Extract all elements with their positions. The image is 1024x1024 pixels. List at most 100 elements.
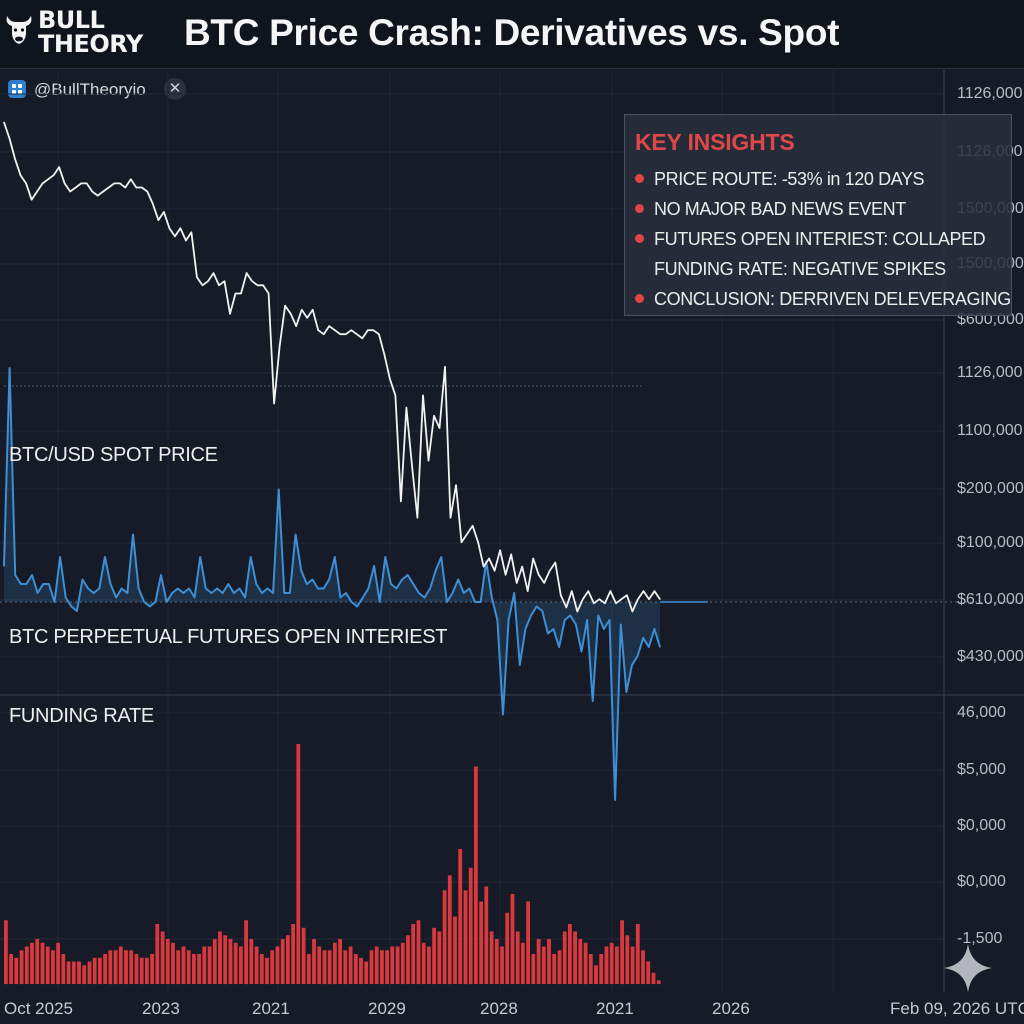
spot-price-point: [251, 280, 253, 282]
spot-price-series: [3, 121, 661, 613]
spot-price-point: [130, 178, 132, 180]
open-interest-point: [524, 628, 527, 630]
x-tick-label: 2026: [712, 999, 750, 1018]
spot-price-point: [582, 598, 584, 600]
insight-item: FUTURES OPEN INTERIEST: COLLAPED: [635, 229, 986, 250]
spot-price-point: [521, 566, 523, 568]
open-interest-point: [311, 578, 313, 581]
open-interest-point: [423, 596, 426, 599]
spot-price-point: [257, 284, 259, 286]
funding-rate-bar: [218, 931, 222, 984]
funding-rate-bar: [380, 950, 384, 985]
open-interest-point: [345, 592, 347, 594]
open-interest-point: [138, 587, 140, 590]
spot-price-point: [91, 190, 93, 193]
funding-rate-bar: [547, 939, 551, 984]
funding-rate-bar: [254, 946, 259, 984]
open-interest-point: [351, 601, 353, 603]
spot-price-point: [196, 276, 198, 278]
open-interest-point: [76, 610, 78, 612]
spot-price-point: [609, 590, 612, 592]
spot-price-point: [168, 227, 170, 229]
open-interest-point: [323, 587, 325, 590]
funding-rate-bar: [447, 875, 452, 985]
open-interest-point: [244, 596, 246, 599]
bull-theory-logo: BULL THEORY: [4, 6, 154, 60]
bull-head-icon: [6, 16, 32, 44]
spot-price-point: [532, 557, 534, 560]
open-interest-point: [440, 556, 442, 558]
y-tick-label: $5,000: [957, 761, 1006, 778]
spot-price-point: [14, 158, 16, 160]
open-interest-point: [306, 583, 308, 585]
open-interest-point: [446, 601, 448, 603]
funding-rate-bar: [134, 954, 139, 984]
spot-price-point: [345, 333, 347, 335]
funding-rate-bar: [557, 950, 562, 985]
open-interest-point: [564, 619, 566, 621]
insight-text: FUNDING RATE: NEGATIVE SPIKES: [654, 259, 946, 279]
spot-price-point: [449, 517, 452, 519]
spot-price-point: [240, 292, 242, 295]
spot-price-point: [477, 541, 479, 543]
funding-rate-bar: [118, 946, 123, 984]
spot-price-point: [108, 186, 110, 189]
spot-price-point: [174, 235, 176, 237]
spot-price-point: [367, 329, 369, 331]
open-interest-point: [474, 601, 476, 603]
spot-price-point: [42, 182, 44, 184]
funding-rate-bar: [620, 920, 624, 985]
open-interest-point: [182, 592, 184, 594]
funding-rate-bar: [615, 946, 619, 984]
funding-rate-bar: [77, 961, 81, 984]
funding-rate-bar: [56, 942, 60, 985]
funding-rate-bar: [625, 935, 630, 985]
insight-text: CONCLUSION: DERRIVEN DELEVERAGING: [654, 289, 1011, 309]
open-interest-point: [59, 556, 61, 558]
open-interest-point: [300, 569, 302, 572]
funding-rate-bar: [531, 954, 536, 984]
spot-price-point: [510, 553, 512, 556]
spot-price-point: [505, 574, 507, 576]
open-interest-point: [115, 596, 117, 599]
y-tick-label: $0,000: [957, 817, 1006, 834]
spot-price-point: [483, 566, 485, 568]
open-interest-point: [586, 619, 588, 621]
funding-rate-bar: [176, 950, 181, 985]
funding-rate-bar: [14, 957, 19, 985]
funding-rate-bar: [635, 924, 640, 984]
spot-price-point: [64, 182, 66, 184]
spot-price-point: [179, 227, 181, 229]
spot-price-point: [427, 460, 430, 462]
spot-price-point: [3, 121, 5, 123]
spot-price-point: [36, 190, 38, 193]
funding-rate-bar: [468, 867, 473, 985]
open-interest-point: [205, 587, 207, 590]
funding-rate-bar: [181, 946, 186, 984]
funding-rate-bar: [71, 961, 76, 984]
funding-rate-bar: [348, 946, 353, 984]
spot-price-point: [262, 284, 264, 286]
x-tick-label: 2029: [368, 999, 406, 1018]
funding-rate-bar: [197, 954, 201, 984]
logo-word-2: THEORY: [38, 30, 143, 58]
open-interest-point: [339, 596, 341, 599]
funding-rate-bar: [333, 942, 337, 985]
spot-price-point: [378, 333, 380, 335]
funding-rate-bar: [604, 946, 609, 984]
open-interest-point: [93, 592, 95, 594]
funding-rate-bar: [442, 890, 447, 985]
x-tick-label: Feb 09, 2026 UTC: [890, 999, 1024, 1018]
open-interest-point: [659, 646, 661, 648]
funding-rate-bar: [280, 939, 285, 984]
x-tick-label: 2028: [480, 999, 518, 1018]
funding-rate-bar: [364, 961, 369, 984]
funding-rate-bar: [353, 954, 358, 984]
spot-price-point: [31, 199, 33, 201]
open-interest-point: [166, 601, 168, 603]
open-interest-point: [435, 569, 437, 572]
open-interest-point: [362, 596, 364, 599]
spot-price-point: [466, 533, 468, 535]
open-interest-point: [412, 583, 414, 585]
funding-rate-bar: [421, 942, 426, 985]
